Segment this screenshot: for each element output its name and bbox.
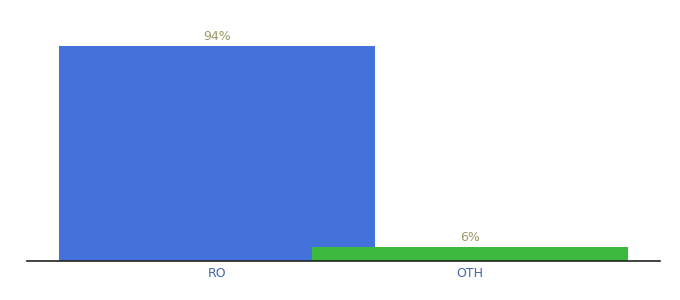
Bar: [311, 247, 628, 261]
Text: 94%: 94%: [203, 30, 231, 43]
Text: 6%: 6%: [460, 231, 480, 244]
Bar: [58, 46, 375, 261]
